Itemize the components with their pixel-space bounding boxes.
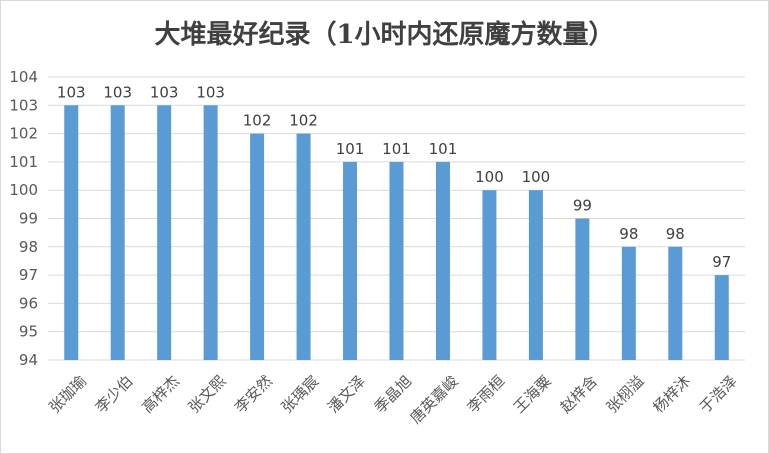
data-label: 103 [196, 83, 225, 101]
x-category-label: 杨梓沐 [649, 372, 694, 417]
x-category-label: 赵梓含 [557, 372, 602, 417]
y-tick-label: 97 [19, 266, 38, 284]
x-category-label: 季晶旭 [371, 372, 416, 417]
y-tick-label: 100 [9, 181, 38, 199]
x-category-label: 唐英嘉峻 [407, 372, 462, 427]
bar [64, 105, 79, 360]
data-label: 101 [336, 140, 365, 158]
bar [203, 105, 218, 360]
y-tick-label: 96 [19, 294, 38, 312]
y-tick-label: 101 [9, 153, 38, 171]
data-label: 103 [57, 83, 86, 101]
data-label: 103 [103, 83, 132, 101]
bar [250, 133, 265, 360]
data-label: 101 [429, 140, 458, 158]
y-tick-label: 98 [19, 238, 38, 256]
data-label: 98 [666, 225, 685, 243]
data-label: 103 [150, 83, 179, 101]
x-category-label: 张瑀宸 [278, 372, 323, 417]
x-category-label: 李少伯 [92, 372, 137, 417]
bar [110, 105, 125, 360]
bar [296, 133, 311, 360]
bar [482, 190, 497, 360]
data-label: 100 [475, 168, 504, 186]
x-category-label: 于浩泽 [696, 372, 741, 417]
bar [621, 246, 636, 360]
x-category-label: 张文熙 [185, 372, 230, 417]
data-label: 97 [712, 253, 731, 271]
bar [528, 190, 543, 360]
data-label: 99 [573, 197, 592, 215]
x-category-label: 潘文泽 [324, 372, 369, 417]
bar [575, 218, 590, 360]
chart-title: 大堆最好纪录（1小时内还原魔方数量） [154, 20, 615, 50]
data-label: 102 [289, 112, 318, 130]
x-category-label: 高梓杰 [138, 372, 183, 417]
x-category-label: 王海粟 [510, 372, 555, 417]
data-label: 101 [382, 140, 411, 158]
y-tick-label: 95 [19, 323, 38, 341]
data-label: 102 [243, 112, 272, 130]
bar [343, 161, 358, 360]
x-category-label: 李安然 [231, 372, 276, 417]
bar [157, 105, 172, 360]
y-tick-label: 103 [9, 96, 38, 114]
bar [435, 161, 450, 360]
data-label: 100 [522, 168, 551, 186]
y-tick-label: 104 [9, 68, 38, 86]
y-tick-label: 99 [19, 210, 38, 228]
x-category-label: 张栩溢 [603, 372, 648, 417]
x-category-label: 李雨桓 [464, 372, 509, 417]
y-tick-label: 102 [9, 125, 38, 143]
x-category-label: 张珈瑜 [45, 372, 90, 417]
bar [668, 246, 683, 360]
data-label: 98 [619, 225, 638, 243]
y-tick-label: 94 [19, 351, 38, 369]
bar [389, 161, 404, 360]
bar [714, 275, 729, 360]
